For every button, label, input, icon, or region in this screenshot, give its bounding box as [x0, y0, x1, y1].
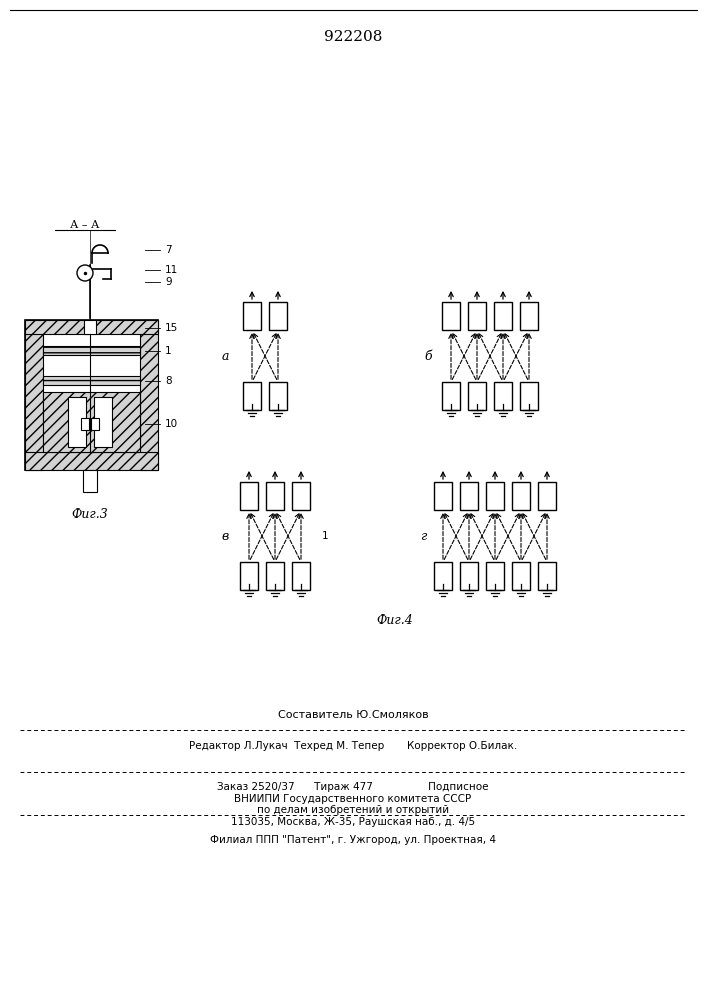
Text: в: в: [221, 530, 228, 542]
Text: 113035, Москва, Ж-35, Раушская наб., д. 4/5: 113035, Москва, Ж-35, Раушская наб., д. …: [231, 817, 475, 827]
Bar: [25, 320, 158, 470]
Bar: [292, 562, 310, 590]
Bar: [269, 382, 287, 410]
Bar: [43, 376, 140, 385]
Bar: [94, 397, 112, 447]
Text: ВНИИПИ Государственного комитета СССР: ВНИИПИ Государственного комитета СССР: [235, 794, 472, 804]
Bar: [486, 482, 504, 510]
Text: 8: 8: [165, 376, 172, 386]
Bar: [43, 392, 140, 452]
Bar: [494, 382, 512, 410]
Bar: [81, 418, 89, 430]
Bar: [460, 482, 478, 510]
Bar: [266, 562, 284, 590]
Bar: [269, 302, 287, 330]
Bar: [25, 320, 158, 334]
Text: Филиал ППП "Патент", г. Ужгород, ул. Проектная, 4: Филиал ППП "Патент", г. Ужгород, ул. Про…: [210, 835, 496, 845]
Bar: [240, 562, 258, 590]
Bar: [43, 346, 140, 355]
Bar: [140, 320, 158, 470]
Text: 10: 10: [165, 419, 178, 429]
Text: г: г: [420, 530, 426, 542]
Text: по делам изобретений и открытий: по делам изобретений и открытий: [257, 805, 449, 815]
Bar: [434, 482, 452, 510]
Bar: [520, 382, 538, 410]
Bar: [442, 382, 460, 410]
Bar: [25, 452, 158, 470]
Bar: [243, 302, 261, 330]
Bar: [83, 470, 97, 492]
Bar: [538, 562, 556, 590]
Text: Заказ 2520/37      Тираж 477                 Подписное: Заказ 2520/37 Тираж 477 Подписное: [217, 782, 489, 792]
Text: 11: 11: [165, 265, 178, 275]
Bar: [68, 397, 86, 447]
Bar: [91, 418, 99, 430]
Bar: [240, 482, 258, 510]
Bar: [434, 562, 452, 590]
Bar: [512, 562, 530, 590]
Text: 1: 1: [322, 531, 328, 541]
Bar: [460, 562, 478, 590]
Text: 9: 9: [165, 277, 172, 287]
Bar: [84, 320, 96, 334]
Text: Редактор Л.Лукач  Техред М. Тепер       Корректор О.Билак.: Редактор Л.Лукач Техред М. Тепер Коррект…: [189, 741, 517, 751]
Text: 7: 7: [165, 245, 172, 255]
Bar: [442, 302, 460, 330]
Text: а: а: [221, 350, 229, 362]
Text: б: б: [424, 350, 432, 362]
Bar: [25, 320, 43, 470]
Text: Фиг.4: Фиг.4: [377, 613, 414, 626]
Circle shape: [77, 265, 93, 281]
Bar: [520, 302, 538, 330]
Text: Фиг.3: Фиг.3: [71, 508, 108, 522]
Bar: [468, 302, 486, 330]
Text: Составитель Ю.Смоляков: Составитель Ю.Смоляков: [278, 710, 428, 720]
Text: А – А: А – А: [70, 220, 100, 230]
Bar: [266, 482, 284, 510]
Bar: [292, 482, 310, 510]
Bar: [486, 562, 504, 590]
Bar: [243, 382, 261, 410]
Text: 1: 1: [165, 346, 172, 356]
Bar: [512, 482, 530, 510]
Text: 15: 15: [165, 323, 178, 333]
Bar: [494, 302, 512, 330]
Bar: [468, 382, 486, 410]
Bar: [538, 482, 556, 510]
Text: 922208: 922208: [324, 30, 382, 44]
